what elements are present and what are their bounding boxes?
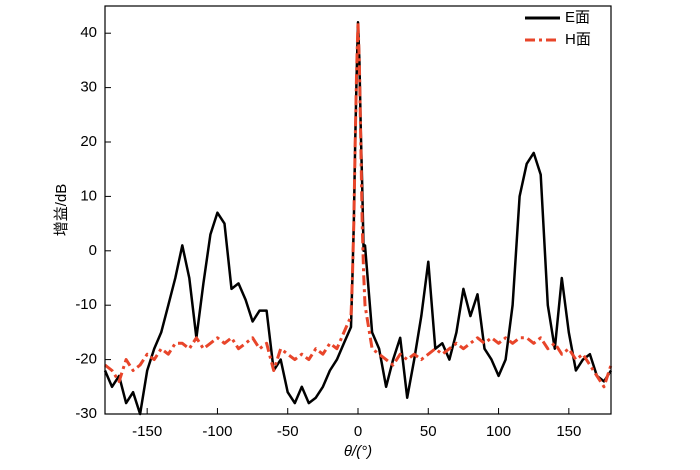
y-tick-label: -30: [75, 405, 97, 422]
x-tick-label: 100: [486, 423, 511, 440]
x-tick-label: -100: [202, 423, 232, 440]
plot-frame: [104, 5, 612, 415]
x-tick-label: 0: [354, 423, 362, 440]
y-tick-label: 20: [80, 133, 97, 150]
x-tick-label: -50: [277, 423, 299, 440]
y-tick-label: 30: [80, 79, 97, 96]
y-tick-label: 10: [80, 187, 97, 204]
x-tick-label: 150: [556, 423, 581, 440]
x-axis-label: θ/(°): [344, 443, 372, 460]
x-tick-label: 50: [420, 423, 437, 440]
y-tick-label: 40: [80, 24, 97, 41]
y-axis-label: 增益/dB: [53, 184, 70, 237]
series-line: [104, 20, 613, 389]
y-tick-label: 0: [89, 242, 97, 259]
y-tick-label: -20: [75, 351, 97, 368]
legend-label: H面: [565, 31, 591, 48]
x-tick-label: -150: [132, 423, 162, 440]
series-line: [103, 21, 613, 416]
legend-label: E面: [565, 9, 590, 26]
y-tick-label: -10: [75, 296, 97, 313]
